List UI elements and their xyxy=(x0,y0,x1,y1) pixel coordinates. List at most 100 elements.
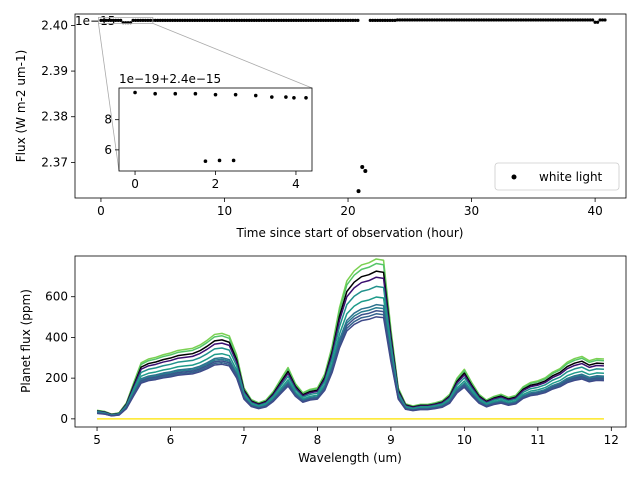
lightcurve-point xyxy=(111,18,115,22)
lightcurve-point xyxy=(235,18,239,22)
lightcurve-point xyxy=(502,18,506,22)
lightcurve-point xyxy=(413,18,417,22)
inset-point xyxy=(133,90,137,95)
y-tick-label: 200 xyxy=(45,371,68,385)
spectrum-series-line xyxy=(96,285,604,416)
lightcurve-point xyxy=(230,18,234,22)
lightcurve-point xyxy=(264,18,269,22)
lightcurve-y-label: Flux (W m-2 um-1) xyxy=(14,50,28,163)
lightcurve-point xyxy=(593,20,597,24)
lightcurve-point xyxy=(166,18,170,22)
lightcurve-point xyxy=(292,18,296,22)
lightcurve-point xyxy=(311,18,316,22)
lightcurve-point xyxy=(583,18,587,22)
lightcurve-point xyxy=(514,18,518,22)
lightcurve-point xyxy=(309,18,313,22)
lightcurve-point xyxy=(571,18,575,22)
inset-connector-line xyxy=(98,23,120,172)
inset-point xyxy=(217,158,222,163)
lightcurve-x-label: Time since start of observation (hour) xyxy=(236,226,464,240)
lightcurve-point xyxy=(591,18,595,22)
lightcurve-point xyxy=(573,18,577,22)
lightcurve-point xyxy=(474,18,479,22)
lightcurve-point xyxy=(277,18,281,22)
lightcurve-point xyxy=(455,18,459,22)
lightcurve-point xyxy=(405,18,409,22)
x-tick-label: 6 xyxy=(167,433,175,447)
lightcurve-point xyxy=(180,18,185,22)
x-tick-label: 0 xyxy=(97,204,105,218)
lightcurve-point xyxy=(588,18,592,22)
lightcurve-point xyxy=(376,18,380,22)
lightcurve-point xyxy=(435,18,439,22)
lightcurve-y-ticks: 2.37 2.38 2.39 2.40 xyxy=(41,18,75,169)
lightcurve-point xyxy=(460,18,464,22)
lightcurve-point xyxy=(482,18,486,22)
lightcurve-point xyxy=(143,18,148,22)
lightcurve-point xyxy=(193,18,197,22)
lightcurve-point xyxy=(576,18,580,22)
lightcurve-point xyxy=(499,18,503,22)
y-tick-label: 2.40 xyxy=(41,18,68,32)
lightcurve-point xyxy=(415,18,419,22)
inset-x-tick-label: 4 xyxy=(292,177,300,191)
inset-y-ticks: 68 xyxy=(104,113,119,157)
lightcurve-point xyxy=(511,18,516,22)
lightcurve-point xyxy=(381,18,385,22)
spectrum-frame xyxy=(74,255,627,428)
lightcurve-legend: white light xyxy=(494,162,620,191)
lightcurve-point xyxy=(131,18,135,22)
x-tick-label: 12 xyxy=(604,433,619,447)
x-tick-label: 10 xyxy=(457,433,472,447)
lightcurve-point xyxy=(398,18,402,22)
lightcurve-point xyxy=(420,18,424,22)
lightcurve-point xyxy=(171,18,175,22)
lightcurve-point xyxy=(383,18,387,22)
lightcurve-point xyxy=(272,18,276,22)
lightcurve-point xyxy=(262,18,266,22)
legend-label: white light xyxy=(539,170,603,184)
lightcurve-point xyxy=(306,18,311,22)
lightcurve-point xyxy=(99,18,103,22)
lightcurve-point xyxy=(173,18,177,22)
lightcurve-point xyxy=(484,18,488,22)
lightcurve-point xyxy=(257,18,261,22)
lightcurve-point xyxy=(316,18,320,22)
lightcurve-point xyxy=(388,18,392,22)
lightcurve-point xyxy=(472,18,476,22)
lightcurve-point xyxy=(546,18,550,22)
lightcurve-point xyxy=(549,18,553,22)
lightcurve-point xyxy=(242,18,246,22)
y-tick-label: 0 xyxy=(60,412,68,426)
lightcurve-point xyxy=(222,18,227,22)
inset-frame xyxy=(118,87,313,172)
lightcurve-point xyxy=(408,18,412,22)
lightcurve-point xyxy=(534,18,538,22)
lightcurve-point xyxy=(447,18,451,22)
inset-point xyxy=(213,92,218,97)
lightcurve-point xyxy=(136,18,140,22)
y-tick-label: 2.39 xyxy=(41,64,68,78)
lightcurve-point xyxy=(353,18,358,22)
lightcurve-point xyxy=(445,18,449,22)
spectrum-series-line xyxy=(96,276,604,416)
lightcurve-point xyxy=(553,18,558,22)
lightcurve-point xyxy=(215,18,219,22)
lightcurve-outlier-point xyxy=(356,189,361,194)
lightcurve-point xyxy=(509,18,513,22)
lightcurve-point xyxy=(259,18,264,22)
lightcurve-point xyxy=(255,18,259,22)
y-tick-label: 2.38 xyxy=(41,110,68,124)
y-tick-label: 400 xyxy=(45,330,68,344)
lightcurve-point xyxy=(106,18,110,22)
inset-offset-label: 1e−19+2.4e−15 xyxy=(119,72,221,86)
lightcurve-point xyxy=(203,18,207,22)
lightcurve-point xyxy=(457,18,461,22)
lightcurve-point xyxy=(418,18,422,22)
x-tick-label: 9 xyxy=(387,433,395,447)
lightcurve-point xyxy=(301,18,306,22)
x-tick-label: 11 xyxy=(530,433,545,447)
spectrum-plot-area xyxy=(75,256,626,427)
lightcurve-point xyxy=(479,18,484,22)
lightcurve-point xyxy=(138,18,143,22)
